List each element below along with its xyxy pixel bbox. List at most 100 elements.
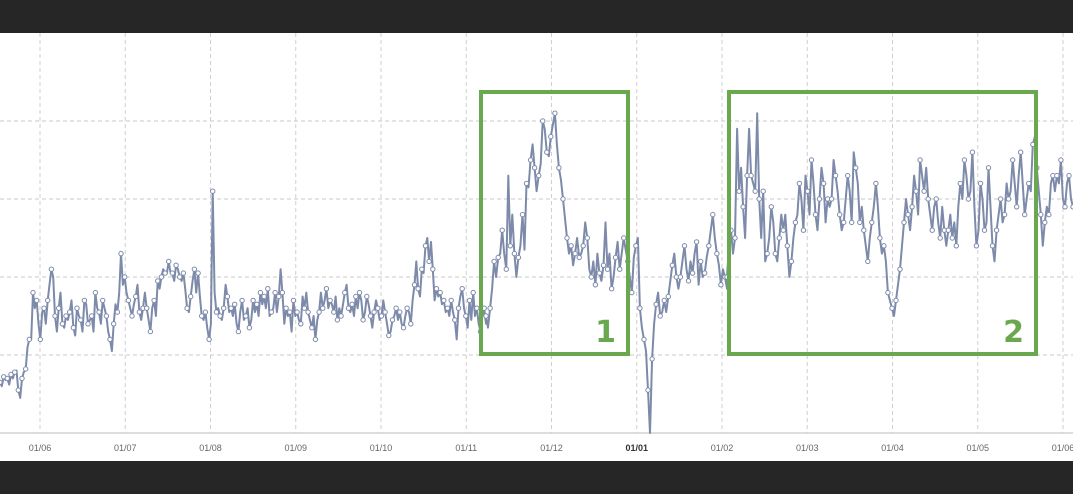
data-point [74,305,80,311]
data-point [305,309,311,315]
data-point [224,293,231,300]
data-point [210,188,216,194]
data-point [239,297,245,304]
data-point [158,274,165,280]
data-point [796,180,803,187]
data-point [213,309,220,315]
data-point [162,270,168,276]
data-point [732,235,738,241]
data-point [689,270,696,276]
data-point [23,366,29,372]
data-point [426,258,432,265]
annotation-box-1 [479,90,630,356]
data-point [283,305,289,311]
data-point [845,172,851,179]
data-point [885,289,891,296]
data-point [945,227,951,233]
data-point [1026,180,1032,187]
data-point [865,258,871,265]
data-point [474,305,480,311]
data-point [1054,172,1060,179]
data-point [669,262,675,269]
data-point [217,313,223,319]
x-tick-label: 01/07 [114,443,137,453]
data-point [12,369,18,375]
data-point [433,286,440,292]
data-point [540,118,546,124]
data-point [459,286,465,292]
data-point [556,165,562,171]
data-point [261,293,267,300]
data-point [1062,204,1068,210]
data-point [653,301,659,307]
data-point [235,328,242,335]
data-point [736,188,742,194]
data-point [294,309,300,315]
annotation-label-1: 1 [595,315,616,350]
x-tick-label: 01/06 [29,443,52,453]
data-point [837,211,843,218]
data-point [685,278,692,284]
data-point [681,243,688,249]
data-point [103,313,110,319]
data-point [272,289,278,296]
data-point [386,332,392,339]
data-point [580,243,586,249]
data-point [327,297,333,304]
data-point [756,196,762,202]
data-point [206,336,212,343]
data-point [114,309,121,315]
data-point [861,227,867,233]
data-point [375,305,381,311]
data-point [125,297,132,304]
data-point [470,289,476,296]
data-point [287,309,293,315]
data-point [246,325,253,331]
data-point [371,309,377,315]
data-point [548,133,554,140]
data-point [564,235,570,241]
data-point [969,149,976,155]
data-point [718,282,724,288]
x-tick-label: 01/06 [1052,443,1073,453]
data-point [301,305,308,311]
x-tick-label: 01/10 [370,443,393,453]
data-point [8,371,14,378]
data-point [48,266,55,272]
x-tick-label: 01/11 [455,443,477,453]
data-point [800,227,807,233]
data-point [985,165,992,171]
data-point [100,297,106,304]
data-point [393,305,399,311]
data-point [909,204,915,210]
x-tick-label: 01/03 [796,443,819,453]
data-point [37,336,43,343]
data-point [808,157,815,163]
data-point [812,211,819,218]
data-point [400,325,407,331]
data-point [961,157,968,163]
data-point [637,305,643,311]
data-point [841,219,847,226]
data-point [166,258,172,265]
data-point [531,165,538,171]
data-point [323,286,330,292]
data-point [70,325,77,331]
data-point [202,309,209,315]
data-point [917,157,923,163]
data-point [63,313,69,319]
data-point [740,204,746,210]
data-point [334,317,341,323]
data-point [849,219,855,226]
x-tick-label: 01/02 [711,443,734,453]
data-point [560,196,566,202]
data-point [933,196,939,202]
data-point [588,274,594,280]
data-point [921,188,927,194]
data-point [180,270,187,276]
x-axis: 01/06 01/07 01/08 01/09 01/10 01/11 01/12 01/01… [29,443,1073,453]
data-point [710,211,716,218]
data-point [788,258,795,265]
data-point [661,297,667,304]
